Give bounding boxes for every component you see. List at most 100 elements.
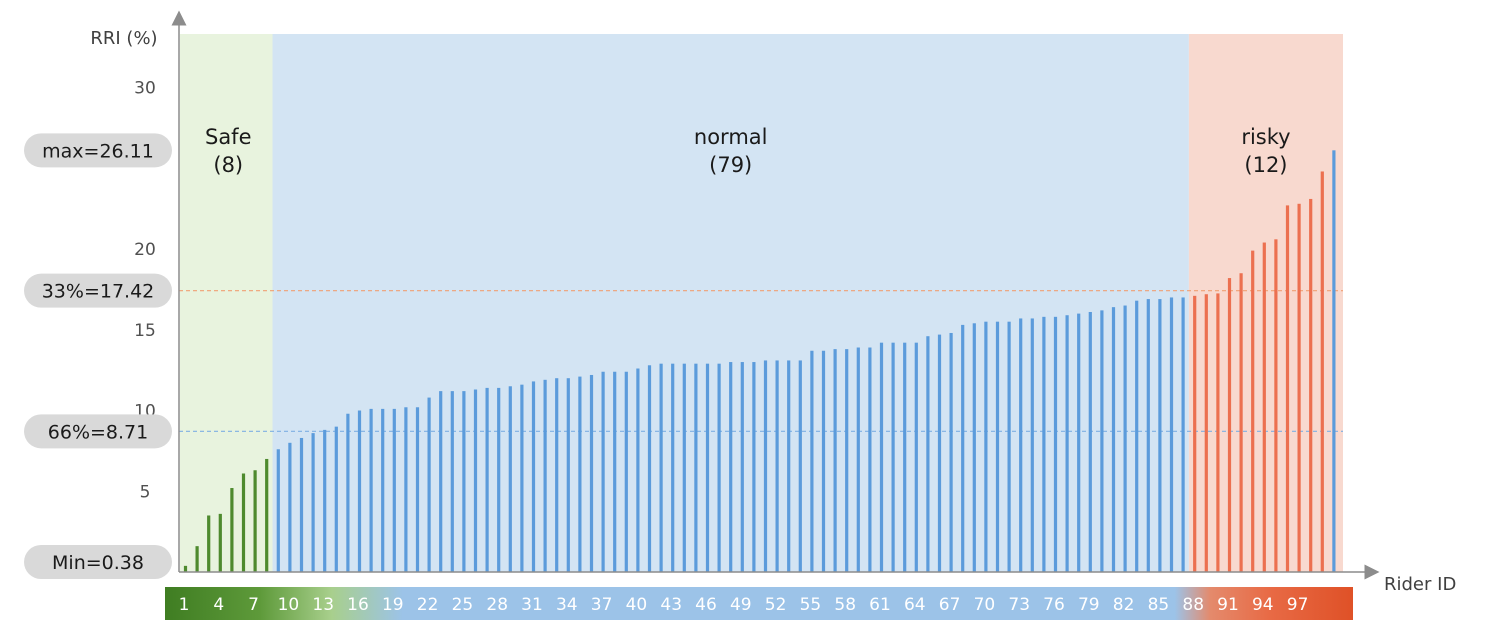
- bar-rider-98: [1309, 198, 1313, 572]
- bar-rider-12: [311, 433, 315, 572]
- reference-pill-text: 66%=8.71: [48, 421, 148, 443]
- bar-rider-48: [729, 362, 733, 572]
- bar-rider-73: [1019, 318, 1023, 572]
- reference-labels: max=26.11 33%=17.42 66%=8.71 Min=0.38: [24, 133, 172, 579]
- x-tick-label: 70: [974, 595, 996, 615]
- bar-rider-84: [1146, 299, 1150, 572]
- reference-pill: [24, 545, 172, 579]
- bar-rider-65: [926, 336, 930, 572]
- bar-rider-17: [369, 408, 373, 572]
- region-risky: [1188, 34, 1343, 572]
- bar-rider-21: [415, 407, 420, 572]
- bar-rider-94: [1262, 242, 1266, 573]
- bar-rider-4: [218, 513, 222, 572]
- region-backgrounds: [180, 34, 1343, 572]
- region-label-risky: risky: [1241, 125, 1290, 149]
- x-tick-label: 46: [695, 595, 717, 615]
- bar-rider-62: [891, 342, 895, 572]
- bar-rider-88: [1193, 295, 1197, 572]
- x-tick-label: 10: [278, 595, 300, 615]
- bar-rider-30: [520, 384, 524, 572]
- bar-rider-26: [473, 389, 478, 572]
- x-tick-label: 49: [730, 595, 752, 615]
- bar-rider-87: [1181, 297, 1185, 572]
- bar-rider-37: [601, 371, 605, 572]
- bar-rider-16: [357, 410, 362, 572]
- x-tick-label: 19: [382, 595, 404, 615]
- x-axis-label: Rider ID: [1384, 574, 1456, 595]
- bar-rider-85: [1158, 299, 1162, 572]
- bar-rider-1: [183, 565, 188, 572]
- reference-pill: [24, 273, 172, 308]
- bar-rider-59: [856, 347, 860, 572]
- bar-rider-43: [671, 363, 675, 572]
- bar-rider-95: [1274, 239, 1278, 572]
- x-tick-label: 4: [213, 595, 224, 615]
- reference-pill: [24, 414, 172, 449]
- x-tick-label: 25: [452, 595, 474, 615]
- bar-rider-49: [740, 362, 744, 572]
- bar-rider-68: [961, 324, 965, 572]
- bar-rider-83: [1135, 300, 1139, 572]
- x-tick-strip: [165, 587, 1353, 620]
- bar-rider-82: [1123, 305, 1127, 572]
- region-count-normal: (79): [709, 153, 752, 177]
- bar-rider-56: [821, 350, 826, 572]
- bar-rider-86: [1169, 297, 1174, 572]
- bar-rider-80: [1100, 310, 1104, 572]
- x-tick-label: 31: [521, 595, 543, 615]
- bar-rider-47: [717, 363, 721, 572]
- bar-rider-61: [879, 342, 884, 572]
- bar-rider-70: [984, 321, 988, 572]
- x-tick-label: 82: [1113, 595, 1135, 615]
- x-tick-label: 61: [869, 595, 891, 615]
- bar-rider-8: [265, 458, 269, 572]
- bar-rider-54: [798, 360, 802, 572]
- bar-rider-3: [207, 515, 211, 572]
- bar-rider-10: [288, 442, 292, 572]
- bar-rider-44: [682, 363, 686, 572]
- bar-rider-41: [647, 365, 652, 572]
- bar-rider-40: [636, 368, 640, 572]
- bar-rider-90: [1216, 293, 1220, 572]
- bar-rider-7: [253, 470, 257, 572]
- bar-rider-58: [845, 349, 849, 572]
- bar-rider-13: [323, 429, 327, 572]
- bar-rider-46: [705, 363, 710, 572]
- y-tick-label: 20: [134, 240, 156, 260]
- x-tick-label: 58: [834, 595, 856, 615]
- y-tick-label: 15: [134, 321, 156, 341]
- x-tick-label: 88: [1182, 595, 1204, 615]
- bar-rider-51: [763, 360, 768, 572]
- bar-rider-96: [1285, 205, 1290, 572]
- bar-rider-77: [1065, 315, 1069, 572]
- bar-rider-15: [346, 413, 350, 572]
- x-tick-label: 73: [1008, 595, 1030, 615]
- bar-rider-71: [995, 321, 1000, 572]
- bar-rider-45: [694, 363, 698, 572]
- reference-pill: [24, 133, 172, 168]
- bar-rider-14: [334, 426, 338, 572]
- x-tick-label: 94: [1252, 595, 1274, 615]
- x-tick-labels: 1 4 7 10 13 16 19 22 25 28 31 34 37 40 43 46 49 52 55 58 61 6…: [179, 595, 1309, 615]
- bar-rider-100: [1332, 150, 1336, 572]
- reference-pill-text: Min=0.38: [52, 552, 144, 574]
- region-count-safe: (8): [213, 153, 243, 177]
- reference-pill-text: max=26.11: [42, 140, 154, 162]
- bar-rider-67: [949, 332, 953, 572]
- x-tick-label: 43: [660, 595, 682, 615]
- x-tick-label: 97: [1287, 595, 1309, 615]
- bar-rider-33: [555, 378, 559, 572]
- x-tick-label: 16: [347, 595, 369, 615]
- bar-rider-5: [230, 488, 234, 572]
- bar-rider-93: [1251, 250, 1255, 572]
- bar-rider-32: [543, 379, 547, 572]
- region-label-normal: normal: [694, 125, 768, 149]
- y-tick-label: 5: [140, 482, 151, 502]
- bar-rider-60: [868, 347, 872, 572]
- x-tick-label: 64: [904, 595, 926, 615]
- region-label-safe: Safe: [205, 125, 252, 149]
- bar-rider-97: [1297, 203, 1301, 572]
- bar-rider-24: [450, 391, 454, 572]
